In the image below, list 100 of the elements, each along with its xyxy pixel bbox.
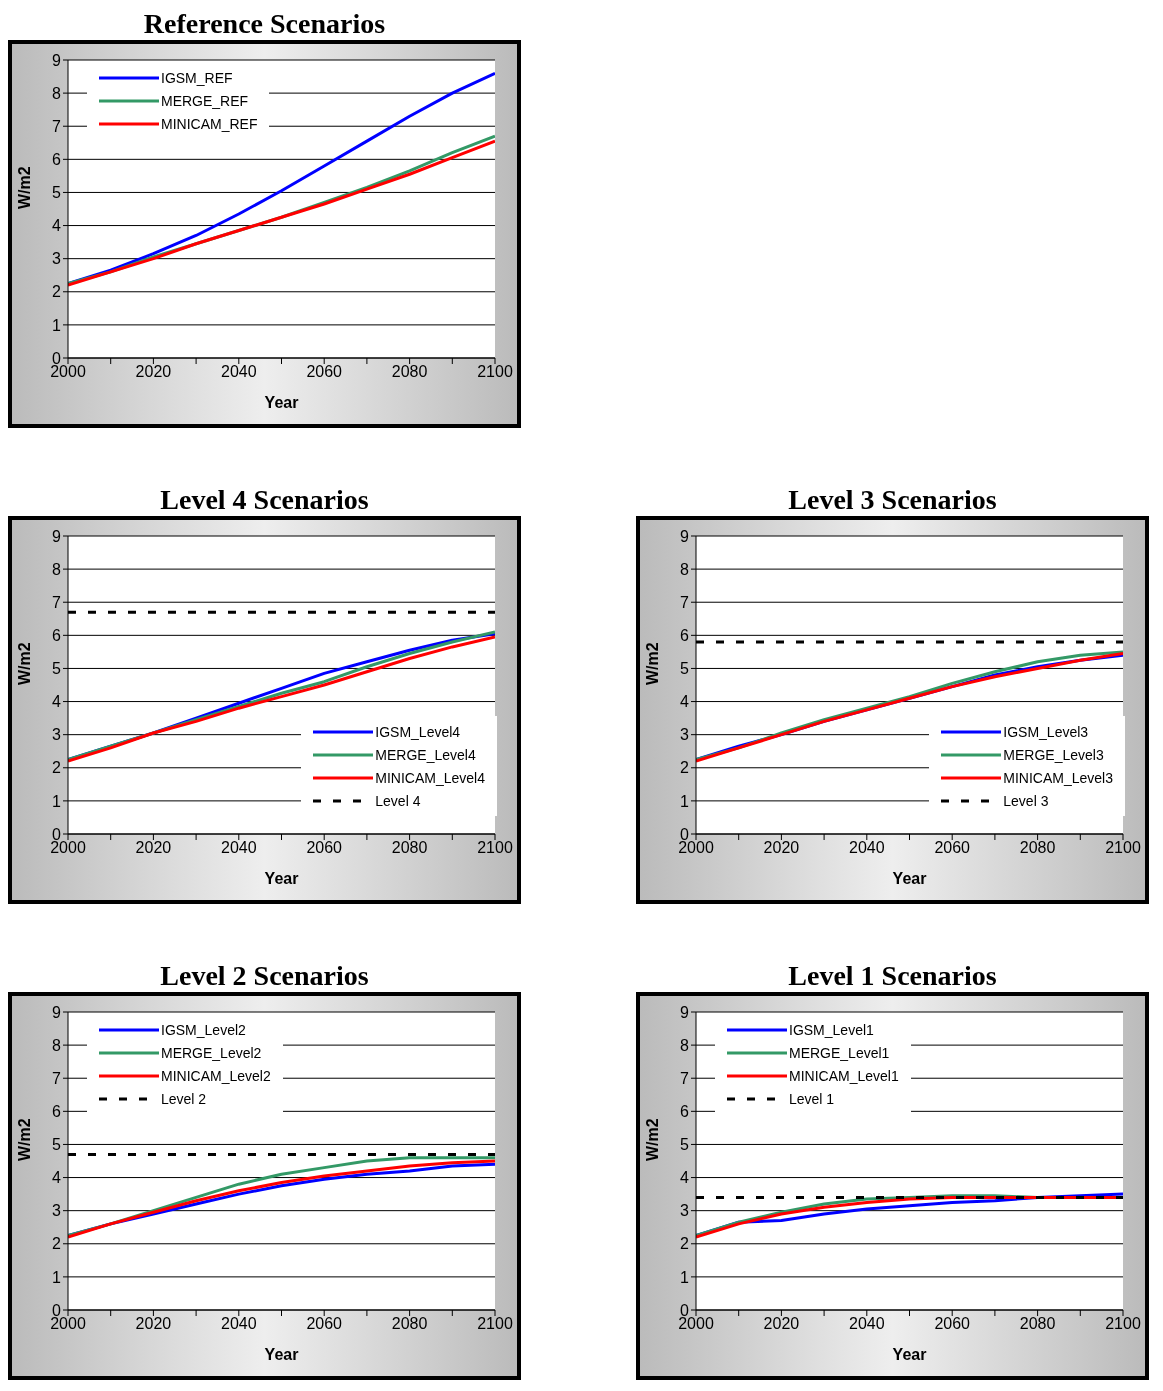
legend-label: MINICAM_Level1 [789,1067,899,1084]
x-tick-label: 2060 [934,839,971,857]
y-axis-title: W/m2 [15,166,33,209]
x-tick-label: 2100 [477,363,513,381]
x-tick-label: 2020 [135,1315,172,1333]
y-tick-label: 7 [680,1069,690,1087]
x-tick-label: 2020 [135,363,172,381]
legend-label: Level 4 [375,792,421,809]
y-tick-label: 8 [52,1036,62,1054]
x-tick-label: 2100 [477,1315,513,1333]
x-tick-label: 2040 [221,839,257,857]
x-tick-label: 2000 [50,363,86,381]
legend-label: IGSM_Level2 [161,1021,246,1038]
y-tick-label: 2 [52,1235,62,1253]
y-tick-label: 2 [52,759,62,777]
y-axis-title: W/m2 [643,642,661,685]
x-tick-label: 2000 [50,839,86,857]
y-tick-label: 2 [680,759,690,777]
chart-title: Level 3 Scenarios [787,484,998,516]
chart-title: Level 4 Scenarios [159,484,370,516]
x-tick-label: 2080 [391,363,428,381]
y-tick-label: 5 [52,184,62,202]
legend-label: MERGE_REF [161,92,249,109]
y-tick-label: 6 [52,151,62,169]
legend-label: MERGE_Level2 [161,1044,262,1061]
x-tick-label: 2020 [135,839,172,857]
y-tick-label: 6 [52,1103,62,1121]
y-tick-label: 3 [680,726,690,744]
legend-label: Level 3 [1003,792,1049,809]
x-axis-title: Year [892,870,927,887]
x-axis-title: Year [892,1346,927,1363]
y-tick-label: 4 [680,693,690,711]
x-tick-label: 2040 [849,839,885,857]
x-tick-label: 2020 [763,839,800,857]
y-tick-label: 7 [680,593,690,611]
x-tick-label: 2020 [763,1315,800,1333]
legend-label: IGSM_Level4 [375,723,461,740]
y-tick-label: 1 [680,792,690,810]
y-tick-label: 4 [52,693,62,711]
y-tick-label: 7 [52,117,62,135]
y-tick-label: 1 [52,792,62,810]
y-tick-label: 5 [52,1136,62,1154]
y-axis-title: W/m2 [15,1118,33,1161]
y-tick-label: 3 [52,250,62,268]
legend-label: IGSM_REF [161,69,233,86]
y-tick-label: 3 [52,1202,62,1220]
x-tick-label: 2060 [306,1315,343,1333]
x-tick-label: 2100 [477,839,513,857]
y-tick-label: 8 [52,560,62,578]
legend-label: MERGE_Level1 [789,1044,890,1061]
legend-label: MINICAM_REF [161,115,258,132]
legend-label: MERGE_Level3 [1003,746,1104,763]
legend-label: MINICAM_Level3 [1003,769,1113,786]
y-tick-label: 4 [52,1169,62,1187]
chart-title: Reference Scenarios [142,8,387,40]
y-tick-label: 8 [52,84,62,102]
y-tick-label: 5 [680,660,690,678]
y-tick-label: 2 [52,283,62,301]
y-tick-label: 6 [52,627,62,645]
x-tick-label: 2000 [678,839,714,857]
x-axis-title: Year [264,394,299,411]
x-tick-label: 2100 [1105,839,1141,857]
y-tick-label: 7 [52,1069,62,1087]
x-tick-label: 2060 [934,1315,971,1333]
y-tick-label: 3 [680,1202,690,1220]
legend-label: Level 2 [161,1090,207,1107]
legend-label: MINICAM_Level4 [375,769,485,786]
x-tick-label: 2100 [1105,1315,1141,1333]
x-tick-label: 2080 [391,1315,428,1333]
y-tick-label: 3 [52,726,62,744]
y-tick-label: 4 [680,1169,690,1187]
x-tick-label: 2060 [306,839,343,857]
legend-label: IGSM_Level3 [1003,723,1089,740]
x-tick-label: 2040 [221,363,257,381]
x-tick-label: 2060 [306,363,343,381]
y-tick-label: 4 [52,217,62,235]
y-tick-label: 1 [52,316,62,334]
y-tick-label: 6 [680,627,690,645]
y-tick-label: 9 [680,1003,690,1021]
x-tick-label: 2040 [849,1315,885,1333]
legend-label: MINICAM_Level2 [161,1067,271,1084]
chart-title: Level 1 Scenarios [787,960,998,992]
y-tick-label: 9 [52,1003,62,1021]
y-tick-label: 8 [680,560,690,578]
y-tick-label: 1 [680,1268,690,1286]
y-tick-label: 1 [52,1268,62,1286]
legend-label: Level 1 [789,1090,835,1107]
x-tick-label: 2080 [391,839,428,857]
legend-label: IGSM_Level1 [789,1021,874,1038]
y-axis-title: W/m2 [15,642,33,685]
legend-label: MERGE_Level4 [375,746,476,763]
x-axis-title: Year [264,1346,299,1363]
y-tick-label: 7 [52,593,62,611]
y-tick-label: 2 [680,1235,690,1253]
y-axis-title: W/m2 [643,1118,661,1161]
x-tick-label: 2080 [1019,839,1056,857]
x-tick-label: 2000 [50,1315,86,1333]
y-tick-label: 5 [52,660,62,678]
y-tick-label: 9 [52,51,62,69]
y-tick-label: 9 [680,527,690,545]
